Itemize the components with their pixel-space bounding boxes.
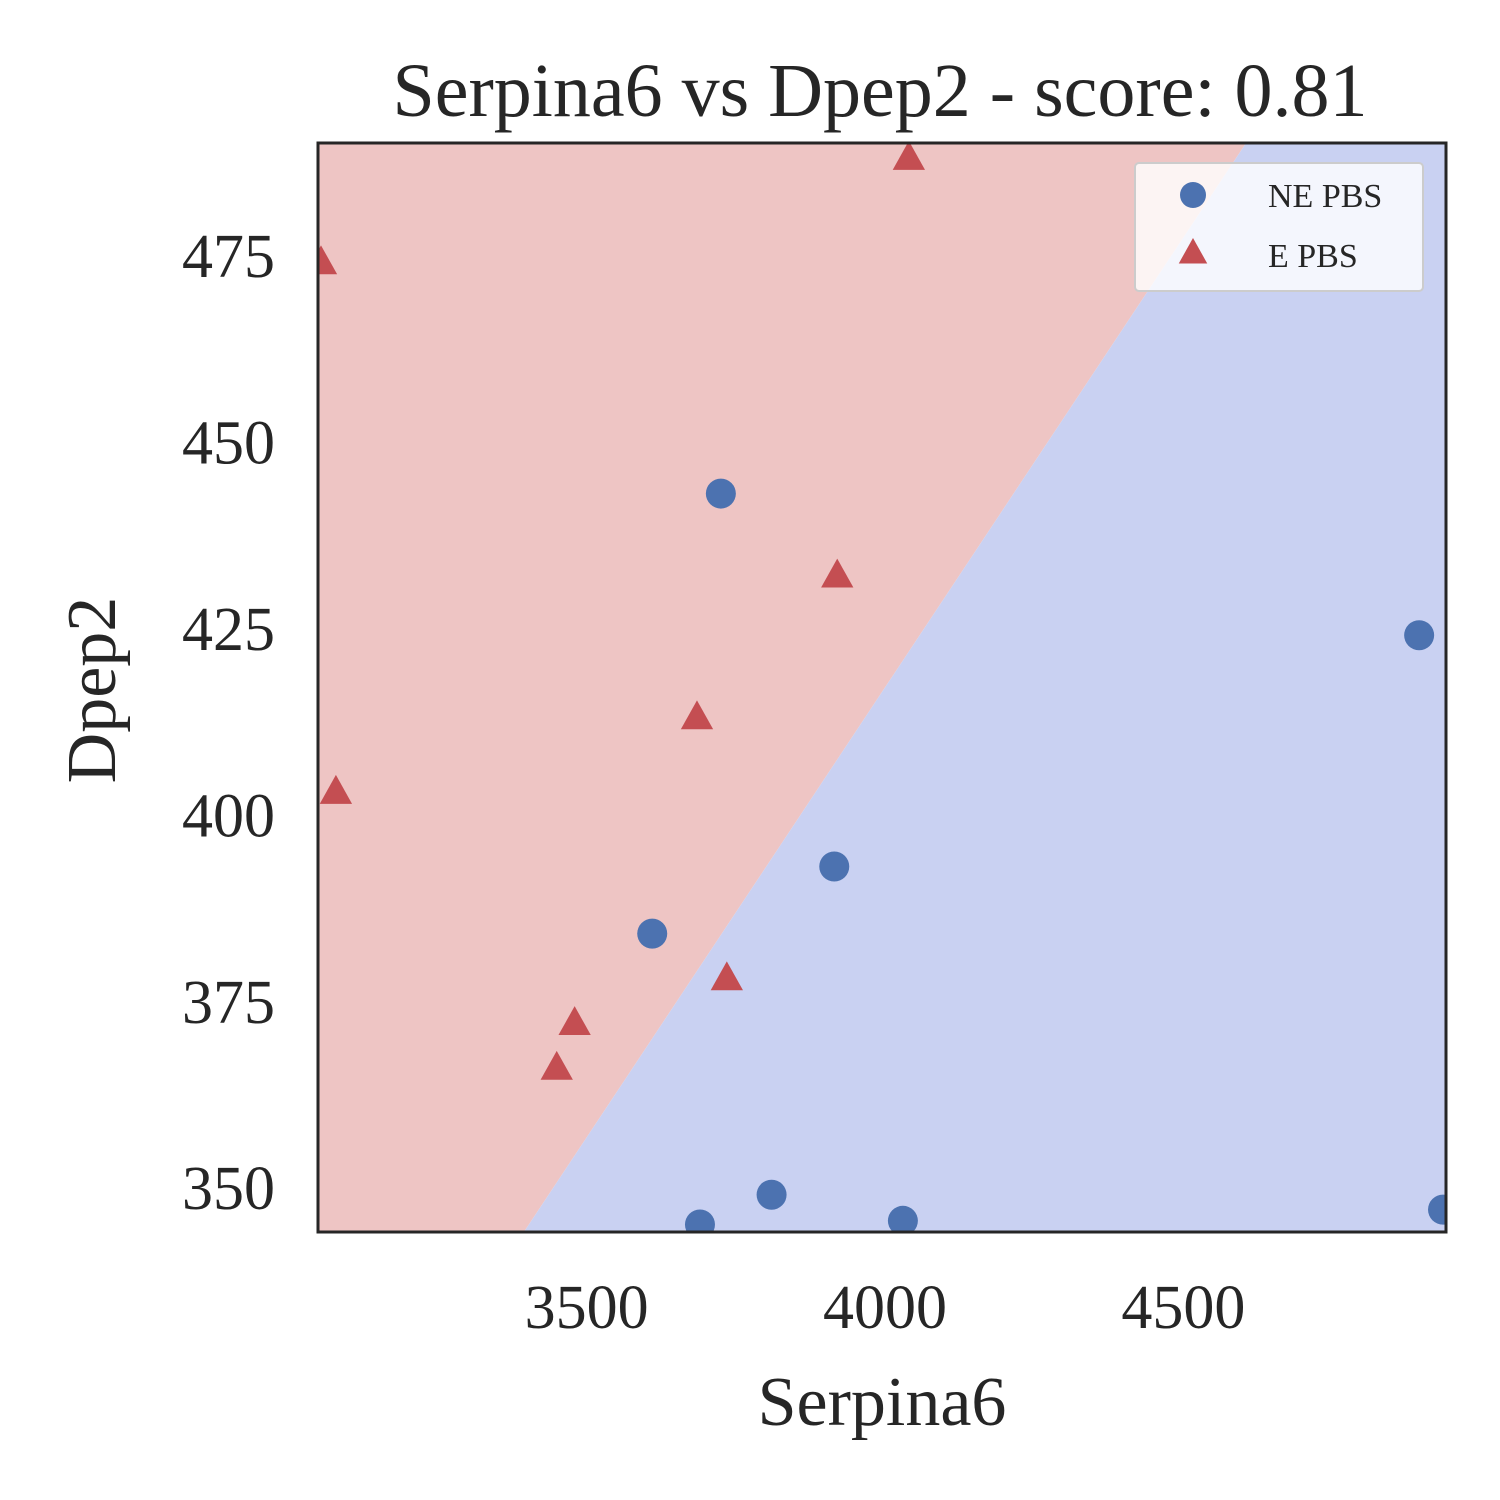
y-tick-label-350: 350 bbox=[182, 1155, 275, 1223]
e-pbs-point-2 bbox=[319, 774, 353, 804]
data-points bbox=[318, 143, 1446, 1232]
ne-pbs-point-2 bbox=[637, 918, 668, 949]
ne-pbs-point-6 bbox=[887, 1205, 918, 1232]
decision-regions bbox=[318, 143, 1446, 1232]
legend-label-ne-pbs: NE PBS bbox=[1268, 178, 1382, 215]
plot-frame bbox=[316, 141, 1448, 1234]
e-pbs-point-5 bbox=[680, 700, 714, 730]
region-e-pbs bbox=[318, 143, 1247, 1232]
ne-pbs-point-3 bbox=[819, 851, 850, 882]
e-pbs-point-1 bbox=[318, 245, 338, 275]
chart-title: Serpina6 vs Dpep2 - score: 0.81 bbox=[392, 49, 1367, 133]
y-tick-label-425: 425 bbox=[182, 596, 275, 664]
e-pbs-point-7 bbox=[558, 1006, 591, 1036]
x-axis-label: Serpina6 bbox=[758, 1364, 1007, 1441]
x-tick-label-3500: 3500 bbox=[525, 1274, 649, 1342]
ne-pbs-point-4 bbox=[684, 1209, 715, 1232]
legend-marker-ne-pbs bbox=[1180, 182, 1206, 208]
legend-label-e-pbs: E PBS bbox=[1268, 238, 1358, 275]
region-ne-pbs bbox=[523, 143, 1446, 1232]
e-pbs-point-8 bbox=[540, 1050, 573, 1080]
legend-box bbox=[1134, 162, 1424, 292]
legend-marker-e-pbs bbox=[1178, 238, 1208, 264]
ne-pbs-point-7 bbox=[1404, 620, 1435, 651]
e-pbs-point-4 bbox=[821, 558, 854, 588]
ne-pbs-point-1 bbox=[705, 478, 736, 509]
y-tick-label-450: 450 bbox=[182, 409, 275, 477]
e-pbs-point-6 bbox=[710, 961, 743, 991]
x-tick-label-4000: 4000 bbox=[823, 1274, 947, 1342]
x-tick-label-4500: 4500 bbox=[1121, 1274, 1245, 1342]
y-axis-ticks: 350 375 400 425 450 475 bbox=[182, 223, 275, 1223]
y-axis-label: Dpep2 bbox=[54, 597, 131, 784]
e-pbs-point-3 bbox=[892, 143, 926, 170]
legend: NE PBS E PBS bbox=[1134, 162, 1424, 292]
ne-pbs-point-8 bbox=[1428, 1194, 1446, 1225]
ne-pbs-point-5 bbox=[756, 1179, 787, 1210]
y-tick-label-375: 375 bbox=[182, 969, 275, 1037]
y-tick-label-475: 475 bbox=[182, 223, 275, 291]
x-axis-ticks: 3500 4000 4500 bbox=[525, 1274, 1246, 1342]
y-tick-label-400: 400 bbox=[182, 782, 275, 850]
